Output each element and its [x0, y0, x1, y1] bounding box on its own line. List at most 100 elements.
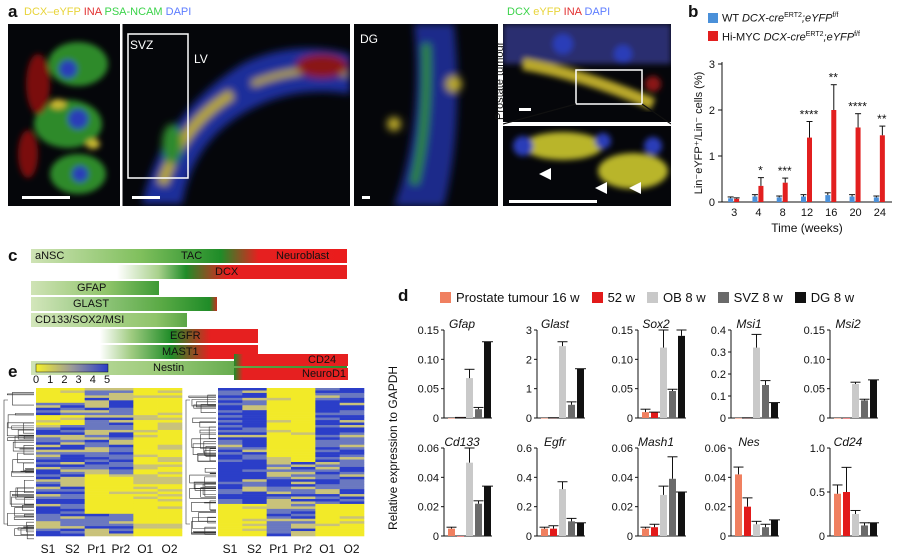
bar [577, 522, 584, 536]
heatmap-cell [36, 425, 61, 428]
heatmap-cell [315, 449, 340, 453]
heatmap-cell [339, 437, 365, 441]
heatmap-cell [109, 469, 134, 473]
heatmap-cell [291, 454, 316, 458]
heatmap-cell [291, 494, 316, 497]
heatmap-cell [218, 444, 243, 448]
heatmap-cell [291, 516, 316, 520]
heatmap-cell [157, 474, 183, 478]
heatmap-cell [242, 526, 267, 529]
dendrogram-branch [193, 404, 216, 409]
heatmap-cell [60, 447, 85, 450]
heatmap-cell [291, 523, 316, 527]
heatmap-cell [109, 521, 134, 524]
heatmap-cell [266, 491, 292, 495]
heatmap-cell [60, 503, 85, 507]
heatmap-cell [242, 420, 267, 423]
heatmap-cell [60, 533, 85, 537]
heatmap-cell [133, 516, 158, 520]
heatmap-cell [242, 447, 267, 450]
heatmap-cell [218, 526, 243, 529]
heatmap-cell [84, 471, 110, 475]
heatmap-cell [157, 496, 183, 500]
heatmap-cell [291, 459, 316, 463]
heatmap-cell [60, 531, 85, 534]
heatmap-cell [339, 444, 365, 448]
heatmap-cell [315, 427, 340, 431]
significance-label: *** [778, 164, 792, 178]
stage-bar: EGFR [100, 329, 258, 343]
heatmap-cell [109, 454, 134, 458]
bar [577, 368, 584, 418]
heatmap-cell [315, 410, 340, 413]
heatmap-cell [339, 420, 365, 423]
heatmap-cell [109, 402, 134, 406]
heatmap-cell [109, 444, 134, 448]
legend-swatch [440, 292, 451, 303]
heatmap-cell [60, 481, 85, 485]
heatmap-cell [339, 412, 365, 416]
y-tick-label: 0.04 [418, 472, 439, 484]
dendrogram-branch [200, 404, 216, 413]
heatmap-cell [315, 499, 340, 502]
gene-chart: Nes 0 0.02 0.04 0.06 [705, 435, 780, 543]
heatmap-column-label: S1 [223, 542, 238, 556]
bar [762, 385, 769, 418]
heatmap-cell [60, 405, 85, 409]
heatmap-cell [60, 518, 85, 522]
heatmap-cell [242, 476, 267, 480]
heatmap-cell [242, 434, 267, 438]
heatmap-cell [291, 452, 316, 455]
heatmap-cell [218, 476, 243, 480]
heatmap-cell [157, 523, 183, 527]
bar [651, 527, 658, 536]
dendrogram-branch [191, 399, 216, 407]
heatmap-cell [315, 392, 340, 396]
micrograph-dg: DG [354, 24, 498, 206]
heatmap-cell [60, 434, 85, 438]
heatmap-cell [242, 425, 267, 428]
heatmap-cell [218, 437, 243, 441]
heatmap-cell [157, 427, 183, 431]
heatmap-cell [157, 479, 183, 483]
heatmap-cell [157, 432, 183, 436]
dendrogram-branch [191, 521, 216, 534]
heatmap-cell [60, 442, 85, 446]
heatmap-cell [36, 494, 61, 497]
heatmap-cell [157, 434, 183, 438]
heatmap-cell [109, 400, 134, 404]
heatmap-cell [109, 417, 134, 421]
heatmap-cell [157, 392, 183, 396]
dendrogram-branch [17, 487, 34, 497]
heatmap-cell [315, 476, 340, 480]
panel-e-letter: e [8, 362, 18, 381]
heatmap-cell [36, 459, 61, 463]
heatmap-cell [133, 469, 158, 473]
bar [550, 528, 557, 536]
heatmap-cell [84, 444, 110, 448]
color-scale-tick: 3 [76, 374, 82, 386]
heatmap-cell [266, 484, 292, 487]
heatmap-cell [266, 427, 292, 431]
dendrogram-branch [12, 493, 34, 497]
heatmap-cell [339, 486, 365, 490]
heatmap-cell [60, 417, 85, 421]
heatmap-cell [266, 422, 292, 426]
heatmap-cell [133, 503, 158, 507]
heatmap-cell [266, 425, 292, 428]
heatmap-cell [242, 432, 267, 436]
heatmap-cell [60, 506, 85, 510]
heatmap-cell [133, 526, 158, 529]
heatmap-cell [157, 484, 183, 487]
heatmap-cell [60, 501, 85, 505]
bar [669, 391, 676, 418]
y-tick-label: 1.0 [810, 443, 825, 455]
gene-chart: Msi1 0 0.1 0.2 0.3 0.4 [711, 317, 780, 425]
heatmap-cell [315, 518, 340, 522]
heatmap-cell [157, 501, 183, 505]
heatmap-cell [218, 501, 243, 505]
heatmap-cell [242, 412, 267, 416]
heatmap-cell [315, 447, 340, 450]
heatmap-cell [133, 400, 158, 404]
heatmap-cell [157, 508, 183, 512]
